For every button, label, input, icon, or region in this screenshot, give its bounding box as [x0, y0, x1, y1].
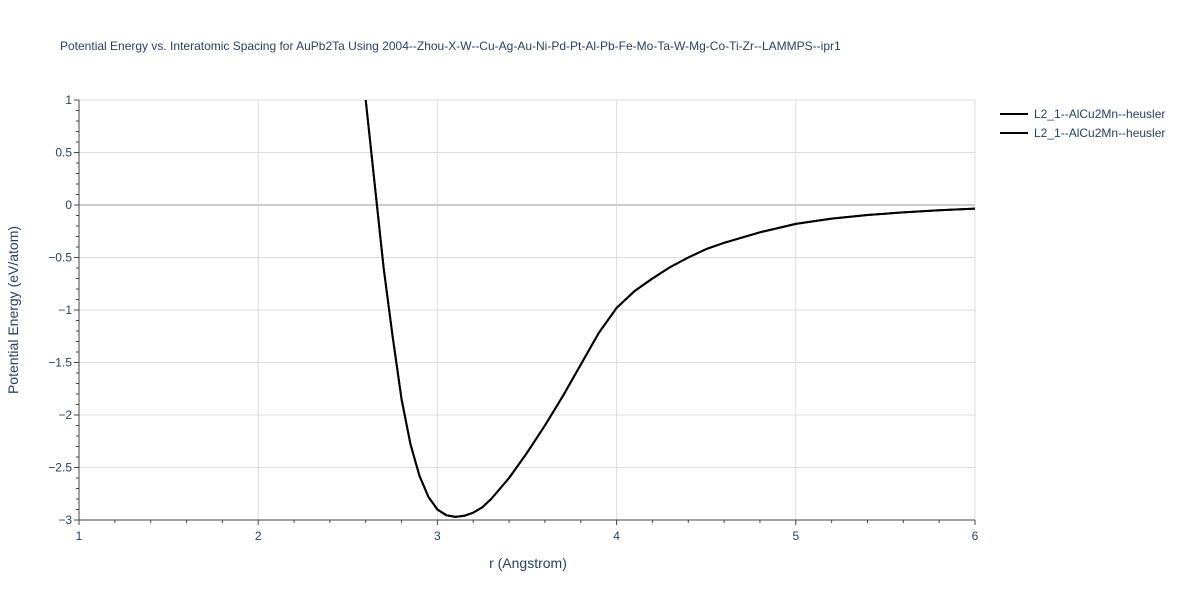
- y-tick-label: −1: [58, 303, 72, 317]
- x-axis-title: r (Angstrom): [489, 555, 567, 571]
- series-line-1: [364, 99, 976, 518]
- chart-title: Potential Energy vs. Interatomic Spacing…: [60, 39, 841, 53]
- grid: [79, 99, 976, 520]
- y-tick-label: −2.5: [48, 461, 72, 475]
- legend[interactable]: L2_1--AlCu2Mn--heusler L2_1--AlCu2Mn--heu…: [1000, 107, 1165, 140]
- axes: 1 2 3 4 5 6 1 0.5 0 −0.5 −1 −1.5 −2 −2.5 −3: [48, 93, 978, 543]
- y-axis-title: Potential Energy (eV/atom): [5, 226, 21, 394]
- x-tick-label: 2: [255, 529, 262, 543]
- y-tick-label: −2: [58, 408, 72, 422]
- series-line-2: [364, 99, 976, 518]
- x-tick-label: 3: [434, 529, 441, 543]
- plot-area: [364, 99, 976, 518]
- y-tick-label: 0.5: [55, 146, 72, 160]
- x-tick-label: 4: [613, 529, 620, 543]
- y-tick-label: −1.5: [48, 356, 72, 370]
- x-tick-label: 1: [76, 529, 83, 543]
- x-tick-label: 5: [792, 529, 799, 543]
- y-tick-label: −0.5: [48, 251, 72, 265]
- y-tick-label: 0: [65, 198, 72, 212]
- x-tick-label: 6: [972, 529, 979, 543]
- y-tick-label: 1: [65, 93, 72, 107]
- legend-item[interactable]: L2_1--AlCu2Mn--heusler: [1000, 107, 1165, 121]
- legend-label: L2_1--AlCu2Mn--heusler: [1034, 126, 1165, 140]
- legend-item[interactable]: L2_1--AlCu2Mn--heusler: [1000, 126, 1165, 140]
- legend-label: L2_1--AlCu2Mn--heusler: [1034, 107, 1165, 121]
- y-tick-label: −3: [58, 513, 72, 527]
